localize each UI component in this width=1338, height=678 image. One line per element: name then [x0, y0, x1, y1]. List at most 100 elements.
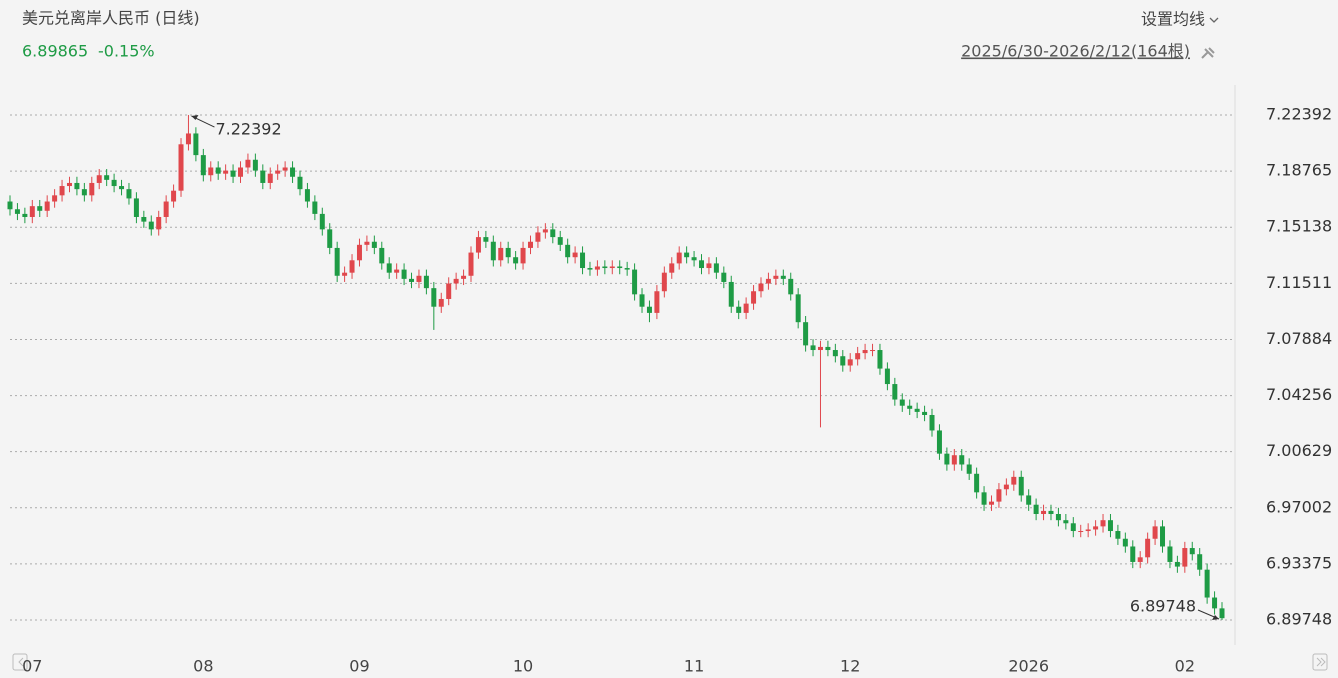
candle-body: [899, 399, 905, 406]
candle-body: [1093, 526, 1099, 530]
candle-body: [37, 206, 43, 211]
candle-body: [59, 186, 65, 196]
candle-body: [208, 167, 214, 176]
candle-body: [795, 294, 801, 323]
candle-body: [312, 201, 318, 214]
candle-body: [260, 170, 266, 183]
candle-body: [840, 356, 846, 366]
candle-body: [141, 216, 147, 222]
min-label: 6.89748: [1130, 596, 1196, 615]
candle-body: [356, 244, 362, 261]
x-tick-label: 09: [349, 657, 369, 676]
candle-body: [81, 189, 87, 196]
candle-body: [178, 144, 184, 191]
candle-body: [230, 170, 236, 177]
candle-body: [728, 281, 734, 307]
candle-body: [803, 322, 809, 346]
scroll-left[interactable]: [12, 653, 28, 671]
candle-body: [245, 159, 251, 168]
candle-body: [74, 182, 80, 190]
candle-body: [944, 453, 950, 465]
candle-body: [1115, 531, 1121, 539]
candle-body: [148, 221, 154, 230]
candle-body: [632, 269, 638, 295]
candle-body: [751, 291, 757, 304]
candle-body: [639, 294, 645, 307]
candle-body: [847, 359, 853, 366]
candle-body: [7, 201, 13, 210]
candle-body: [304, 189, 310, 202]
candle-body: [550, 229, 556, 238]
candle-body: [870, 350, 876, 352]
scroll-right[interactable]: [1312, 653, 1328, 671]
candle-body: [1189, 548, 1195, 555]
x-tick-label: 2026: [1008, 657, 1049, 676]
scroll-right-arrow[interactable]: [1316, 657, 1326, 667]
change: -0.15%: [98, 42, 155, 61]
candle-body: [699, 260, 705, 269]
candle-body: [542, 229, 548, 233]
candle-body: [513, 257, 519, 264]
candle-body: [371, 241, 377, 248]
candle-body: [483, 237, 489, 242]
candle-body: [223, 170, 229, 174]
x-tick-label: 02: [1175, 657, 1195, 676]
candle-body: [52, 195, 58, 202]
candle-body: [29, 206, 35, 217]
candle-body: [654, 291, 660, 313]
candle-body: [966, 464, 972, 474]
candle-body: [1160, 526, 1166, 547]
candle-body: [215, 167, 221, 174]
candle-body: [855, 353, 861, 360]
y-tick-label: 7.11511: [1266, 273, 1332, 292]
candle-body: [765, 278, 771, 284]
pin-icon[interactable]: [1201, 47, 1215, 59]
candle-body: [119, 186, 125, 190]
candle-body: [602, 266, 608, 269]
y-tick-label: 6.89748: [1266, 609, 1332, 628]
x-tick-label: 11: [684, 657, 704, 676]
range-label[interactable]: 2025/6/30-2026/2/12(164根): [961, 42, 1190, 61]
candle-body: [163, 201, 169, 217]
candle-body: [773, 275, 779, 279]
candle-body: [126, 189, 132, 199]
candle-body: [1182, 548, 1188, 567]
candle-body: [713, 263, 719, 273]
candle-body: [587, 268, 593, 270]
candle-body: [527, 241, 533, 248]
candle-body: [1174, 561, 1180, 567]
candle-body: [877, 350, 883, 369]
candle-body: [461, 275, 467, 279]
candle-body: [669, 263, 675, 273]
candle-body: [907, 405, 913, 409]
candle-body: [133, 198, 139, 217]
candle-body: [1085, 529, 1091, 532]
candle-body: [1130, 546, 1136, 562]
candle-body: [423, 275, 429, 289]
candle-body: [736, 306, 742, 313]
candle-body: [684, 252, 690, 258]
candle-body: [557, 237, 563, 245]
last-price: 6.89865: [22, 42, 88, 61]
candle-body: [156, 216, 162, 230]
menu-caret[interactable]: [1209, 17, 1219, 23]
candle-body: [171, 190, 177, 202]
candle-body: [922, 411, 928, 415]
candle-body: [1048, 510, 1054, 514]
candle-body: [1145, 538, 1151, 558]
scroll-left-arrow[interactable]: [18, 657, 24, 667]
candle-body: [565, 244, 571, 258]
candle-body: [104, 175, 110, 180]
candle-body: [401, 269, 407, 279]
ma-menu[interactable]: 设置均线: [1141, 10, 1205, 29]
candle-body: [884, 368, 890, 385]
candle-body: [1122, 538, 1128, 547]
candle-body: [193, 133, 199, 156]
candle-body: [1033, 504, 1039, 514]
x-tick-label: 12: [840, 657, 860, 676]
candle-body: [617, 266, 623, 269]
candle-body: [1011, 476, 1017, 485]
candle-body: [1078, 531, 1084, 533]
candle-body: [572, 252, 578, 258]
candle-body: [1167, 546, 1173, 562]
